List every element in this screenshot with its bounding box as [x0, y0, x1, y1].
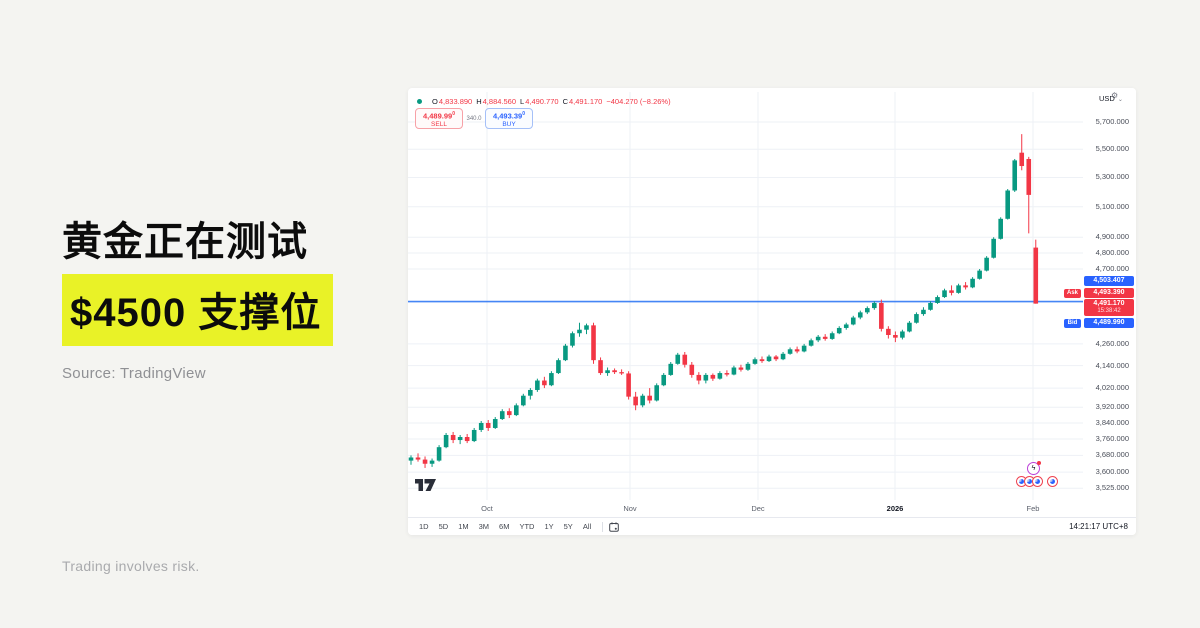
price-axis-label: 4,900.000 — [1095, 232, 1129, 242]
tradingview-chart-card: O 4,833.890 H 4,884.560 L 4,490.770 C 4,491.… — [408, 88, 1136, 535]
price-axis-label: 3,525.000 — [1095, 483, 1129, 493]
economic-event-markers[interactable] — [1016, 476, 1058, 487]
chevron-down-icon: ⌄ — [1117, 97, 1123, 103]
clock-utc: 14:21:17 UTC+8 — [1069, 522, 1128, 531]
trade-panel: 4,489.990 SELL 340.0 4,493.390 BUY — [415, 108, 533, 129]
bottom-toolbar: 1D 5D 1M 3M 6M YTD 1Y 5Y All 14:21:17 UTC+8 — [408, 517, 1136, 535]
source-attribution: Source: TradingView — [62, 365, 206, 382]
time-axis-label: Nov — [623, 504, 637, 513]
headline-block: 黄金正在测试 $4500 支撑位 — [62, 220, 334, 346]
price-badge: 4,489.990 — [1084, 318, 1134, 328]
price-axis-label: 5,300.000 — [1095, 172, 1129, 182]
buy-button[interactable]: 4,493.390 BUY — [485, 108, 533, 129]
price-axis-label: 3,840.000 — [1095, 417, 1129, 427]
price-axis-label: 4,140.000 — [1095, 360, 1129, 370]
range-button-3M[interactable]: 3M — [478, 522, 490, 531]
time-axis-label: Feb — [1026, 504, 1040, 513]
low-label: L — [520, 97, 525, 106]
tradingview-logo-icon[interactable] — [415, 478, 437, 492]
price-badge: 4,491.170 15:38:42 — [1084, 299, 1134, 316]
econ-event-icon[interactable] — [1047, 476, 1058, 487]
market-status-icon — [417, 99, 422, 104]
range-button-5Y[interactable]: 5Y — [563, 522, 573, 531]
gear-icon[interactable]: ⚙ — [1111, 91, 1119, 100]
time-axis[interactable]: Oct Nov Dec 2026 Feb — [408, 500, 1136, 517]
range-button-YTD[interactable]: YTD — [519, 522, 535, 531]
risk-disclaimer: Trading involves risk. — [62, 558, 200, 574]
price-axis-label: 5,700.000 — [1095, 117, 1129, 126]
ask-tag: Ask — [1064, 288, 1081, 298]
price-axis-label: 4,800.000 — [1095, 247, 1129, 257]
price-axis-label: 3,600.000 — [1095, 467, 1129, 477]
price-axis-label: 5,500.000 — [1095, 144, 1129, 154]
chart-canvas[interactable] — [408, 88, 1083, 500]
sell-label: SELL — [431, 120, 447, 128]
toolbar-divider — [602, 521, 604, 532]
headline-line1: 黄金正在测试 — [62, 220, 308, 264]
range-button-1Y[interactable]: 1Y — [544, 522, 554, 531]
high-label: H — [476, 97, 482, 106]
range-button-5D[interactable]: 5D — [438, 522, 449, 531]
time-axis-label: 2026 — [886, 504, 904, 513]
range-button-All[interactable]: All — [582, 522, 592, 531]
sell-button[interactable]: 4,489.990 SELL — [415, 108, 463, 129]
price-badge: 4,503.407 — [1084, 276, 1134, 286]
price-axis-label: 5,100.000 — [1095, 201, 1129, 211]
change-value: −404.270 (−8.26%) — [606, 97, 671, 106]
price-badge: 4,493.390 — [1084, 288, 1134, 298]
close-value: 4,491.170 — [568, 97, 603, 106]
econ-event-icon[interactable] — [1032, 476, 1043, 487]
price-axis-label: 4,700.000 — [1095, 263, 1129, 273]
currency-selector[interactable]: USD ⌄ — [1099, 94, 1123, 103]
flash-event-icon[interactable]: ϟ — [1027, 461, 1041, 475]
buy-label: BUY — [502, 120, 516, 128]
price-axis-label: 3,920.000 — [1095, 402, 1129, 412]
spread-value: 340.0 — [466, 115, 482, 122]
price-axis-label: 3,760.000 — [1095, 434, 1129, 444]
price-axis-label: 4,020.000 — [1095, 383, 1129, 393]
time-axis-label: Oct — [481, 504, 493, 513]
candlesticks — [408, 134, 1039, 468]
time-axis-label: Dec — [751, 504, 765, 513]
range-button-1M[interactable]: 1M — [458, 522, 469, 531]
low-value: 4,490.770 — [525, 97, 559, 106]
ohlc-legend: O 4,833.890 H 4,884.560 L 4,490.770 C 4,491.… — [417, 97, 671, 106]
close-label: C — [562, 97, 568, 106]
open-value: 4,833.890 — [438, 97, 473, 106]
range-button-6M[interactable]: 6M — [499, 522, 510, 531]
bid-tag: Bid — [1064, 318, 1081, 328]
price-axis-label: 3,680.000 — [1095, 450, 1129, 460]
headline-line2-highlighted: $4500 支撑位 — [62, 274, 334, 346]
calendar-icon[interactable] — [609, 521, 619, 532]
open-label: O — [432, 97, 438, 106]
range-button-1D[interactable]: 1D — [419, 522, 429, 531]
high-value: 4,884.560 — [482, 97, 517, 106]
price-axis-label: 4,260.000 — [1095, 338, 1129, 348]
